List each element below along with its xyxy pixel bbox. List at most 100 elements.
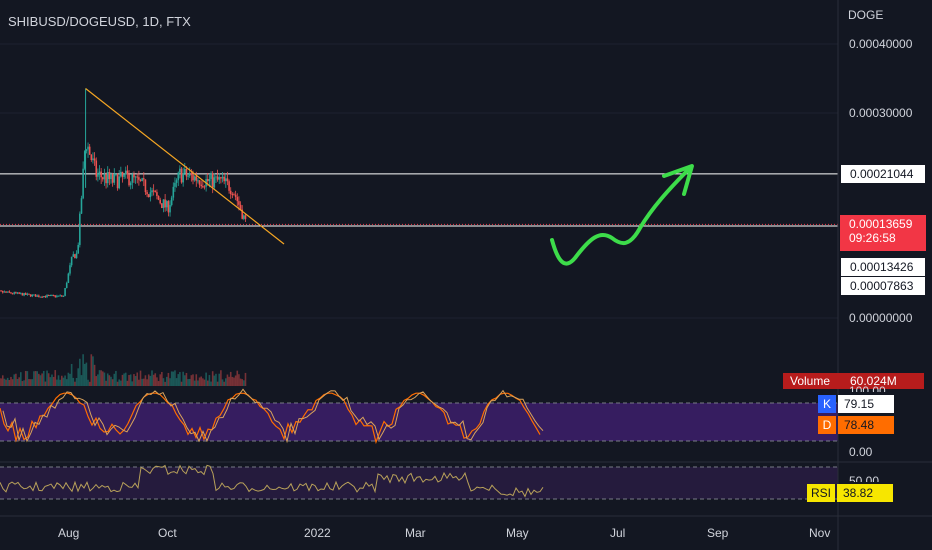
candle-body — [202, 186, 204, 188]
candle-body — [85, 149, 88, 152]
volume-bar — [206, 380, 209, 386]
projection-arrow — [550, 166, 692, 266]
candle-body — [15, 292, 17, 294]
volume-bar — [221, 379, 224, 386]
volume-tag: Volume 60.024M — [783, 373, 924, 389]
volume-bar — [228, 376, 230, 386]
time-tick: Nov — [809, 526, 831, 540]
volume-bar — [34, 371, 37, 386]
volume-bar — [0, 378, 2, 386]
candle-body — [3, 291, 6, 293]
candle-body — [120, 171, 122, 177]
volume-bar — [79, 358, 81, 386]
candle-body — [93, 158, 96, 161]
volume-bar — [38, 373, 40, 386]
volume-bar — [149, 375, 152, 386]
candle-body — [225, 178, 227, 182]
candle-body — [103, 174, 106, 180]
candle-body — [88, 146, 91, 155]
candle-body — [180, 168, 183, 183]
candle-body — [123, 174, 125, 177]
candle-body — [147, 194, 150, 198]
volume-bar — [74, 381, 76, 386]
volume-bar — [238, 374, 240, 386]
candle-body — [121, 171, 124, 177]
volume-bar — [72, 377, 75, 386]
volume-bar — [62, 377, 65, 386]
candle-body — [97, 173, 99, 177]
candle-body — [197, 180, 199, 182]
candle-body — [143, 178, 145, 180]
volume-bar — [87, 379, 89, 386]
volume-bar — [49, 377, 52, 386]
volume-bar — [98, 370, 101, 386]
candle-body — [211, 173, 214, 188]
candle-body — [42, 296, 45, 298]
volume-bar — [124, 372, 127, 386]
candle-body — [188, 172, 191, 176]
price-tick: 0.00040000 — [849, 37, 913, 51]
candle-body — [56, 295, 58, 297]
volume-bar — [157, 381, 160, 386]
volume-bar — [239, 378, 242, 386]
volume-label: Volume — [790, 374, 831, 388]
volume-bar — [83, 363, 86, 386]
candle-body — [174, 182, 176, 187]
current-price-label: 0.00013659 09:26:58 — [840, 215, 926, 251]
candle-body — [33, 294, 35, 296]
candle-body — [61, 295, 63, 297]
volume-bar — [220, 370, 222, 386]
candle-body — [51, 295, 53, 297]
candle-body — [146, 192, 148, 195]
volume-bar — [69, 373, 71, 386]
candle-body — [169, 205, 171, 213]
candle-body — [138, 177, 140, 180]
volume-bar — [113, 373, 116, 386]
candle-body — [129, 182, 132, 186]
volume-bar — [90, 354, 93, 386]
rsi-top-tick: 50.00 — [849, 474, 880, 482]
volume-bar — [75, 377, 78, 386]
volume-bar — [185, 372, 188, 386]
volume-bar — [138, 379, 140, 386]
candle-body — [179, 168, 181, 173]
candle-body — [175, 180, 178, 183]
volume-bar — [229, 371, 232, 386]
volume-bar — [77, 368, 79, 386]
volume-bar — [56, 379, 58, 386]
volume-bar — [226, 374, 229, 386]
candle-body — [115, 174, 117, 176]
rsi-line — [0, 464, 544, 498]
candle-body — [151, 190, 153, 193]
time-tick: May — [506, 526, 529, 540]
candle-body — [24, 293, 27, 295]
volume-bar — [197, 380, 199, 386]
trendline — [85, 88, 285, 245]
volume-bar — [108, 375, 111, 386]
volume-bar — [128, 375, 130, 386]
candle-body — [49, 295, 52, 297]
candle-body — [98, 171, 101, 174]
candle-body — [156, 192, 158, 197]
volume-bar — [31, 379, 34, 386]
volume-bar — [6, 377, 9, 386]
volume-bar — [44, 381, 47, 386]
candle-body — [59, 295, 61, 297]
candle-body — [177, 172, 180, 181]
candle-body — [152, 190, 155, 192]
candle-body — [149, 192, 152, 198]
volume-bar — [167, 372, 170, 386]
candle-body — [36, 295, 38, 297]
candle-body — [1, 290, 4, 293]
candle-body — [220, 177, 222, 179]
candle-body — [13, 292, 16, 294]
volume-bar — [26, 371, 29, 386]
time-tick: Oct — [158, 526, 177, 540]
candle-body — [236, 197, 239, 202]
volume-bar — [70, 363, 73, 386]
volume-bar — [1, 375, 4, 386]
volume-bar — [233, 377, 235, 386]
candle-body — [228, 181, 230, 191]
volume-bar — [65, 379, 68, 386]
